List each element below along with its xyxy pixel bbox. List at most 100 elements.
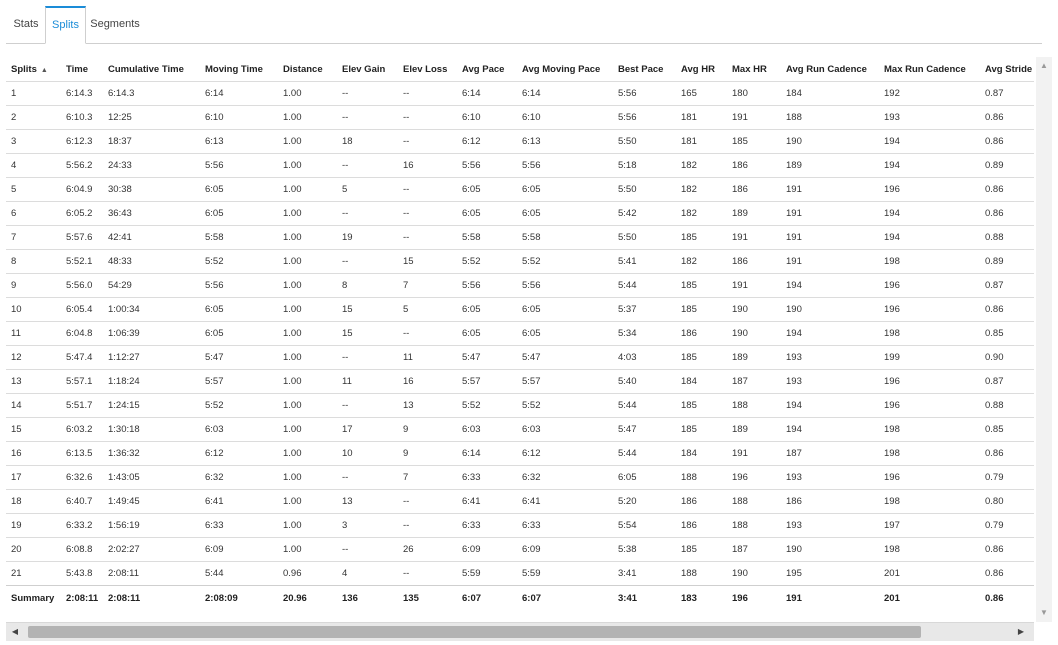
table-cell: 6:33 [457,513,517,538]
table-row[interactable]: 19 6:33.2 1:56:19 6:33 1.00 3 -- 6:33 6:33 5:54 18… [6,513,1034,538]
table-cell: 1.00 [278,441,337,466]
table-cell: 1:12:27 [103,345,200,370]
column-header[interactable]: Distance [278,57,337,82]
table-row[interactable]: 6 6:05.2 36:43 6:05 1.00 -- -- 6:05 6:05 5:42 182 1… [6,201,1034,226]
table-row[interactable]: 7 5:57.6 42:41 5:58 1.00 19 -- 5:58 5:58 5:50 185 1… [6,225,1034,250]
table-row[interactable]: 17 6:32.6 1:43:05 6:32 1.00 -- 7 6:33 6:32 6:05 18… [6,465,1034,490]
table-cell: 1.00 [278,537,337,562]
tab-stats[interactable]: Stats [13,18,39,30]
table-cell: 189 [781,153,879,178]
column-header[interactable]: Time [61,57,103,82]
scroll-left-icon[interactable]: ◀ [11,627,19,636]
horizontal-scrollbar[interactable]: ◀ ▶ [6,622,1034,641]
table-cell: 0.86 [980,561,1034,586]
column-header[interactable]: Cumulative Time [103,57,200,82]
table-row[interactable]: 1 6:14.3 6:14.3 6:14 1.00 -- -- 6:14 6:14 5:56 165… [6,81,1034,106]
column-header[interactable]: Avg Moving Pace [517,57,613,82]
table-cell: 2 [6,105,61,130]
table-row[interactable]: 21 5:43.8 2:08:11 5:44 0.96 4 -- 5:59 5:59 3:41 18… [6,561,1034,586]
column-header[interactable]: Best Pace [613,57,676,82]
horizontal-scroll-thumb[interactable] [28,626,921,638]
column-header[interactable]: Splits ▲ [6,57,61,82]
table-cell: 185 [727,129,781,154]
column-header[interactable]: Avg Pace [457,57,517,82]
table-row[interactable]: 11 6:04.8 1:06:39 6:05 1.00 15 -- 6:05 6:05 5:34 1… [6,321,1034,346]
splits-table: Splits ▲ Time Cumulative Time Moving Time Dis… [6,57,1034,610]
column-header-label: Distance [283,63,323,75]
table-cell: 6 [6,201,61,226]
column-header-label: Splits [11,63,37,75]
column-header[interactable]: Elev Loss [398,57,457,82]
table-cell: 9 [6,273,61,298]
table-cell: 18 [337,129,398,154]
column-header[interactable]: Moving Time [200,57,278,82]
table-cell: 192 [879,81,980,106]
table-cell: 191 [781,201,879,226]
table-cell: 6:33.2 [61,513,103,538]
column-header[interactable]: Max HR [727,57,781,82]
table-cell: 11 [6,321,61,346]
table-cell: 21 [6,561,61,586]
table-row[interactable]: 12 5:47.4 1:12:27 5:47 1.00 -- 11 5:47 5:47 4:03 1… [6,345,1034,370]
tab-segments[interactable]: Segments [90,18,140,30]
table-cell: 0.86 [980,129,1034,154]
table-cell: 7 [6,225,61,250]
column-header-label: Cumulative Time [108,63,184,75]
table-cell: -- [398,321,457,346]
table-cell: 190 [727,297,781,322]
vertical-scrollbar[interactable]: ▲ ▼ [1036,57,1052,622]
table-row[interactable]: 10 6:05.4 1:00:34 6:05 1.00 15 5 6:05 6:05 5:37 18… [6,297,1034,322]
table-row[interactable]: 3 6:12.3 18:37 6:13 1.00 18 -- 6:12 6:13 5:50 181 1… [6,129,1034,154]
table-cell: 5:57.6 [61,225,103,250]
table-cell: 6:05 [457,201,517,226]
column-header[interactable]: Max Run Cadence [879,57,980,82]
table-cell: 185 [676,273,727,298]
scroll-up-icon[interactable]: ▲ [1040,61,1048,70]
table-row[interactable]: 14 5:51.7 1:24:15 5:52 1.00 -- 13 5:52 5:52 5:44 1… [6,393,1034,418]
table-row[interactable]: 2 6:10.3 12:25 6:10 1.00 -- -- 6:10 6:10 5:56 181 1… [6,105,1034,130]
column-header[interactable]: Avg HR [676,57,727,82]
table-cell: 6:33 [200,513,278,538]
table-cell: 1.00 [278,201,337,226]
table-cell: 6:09 [457,537,517,562]
table-cell: 0.90 [980,345,1034,370]
table-cell: 36:43 [103,201,200,226]
table-row[interactable]: 8 5:52.1 48:33 5:52 1.00 -- 15 5:52 5:52 5:41 182 1… [6,249,1034,274]
summary-cell: 201 [879,585,980,610]
table-row[interactable]: 16 6:13.5 1:36:32 6:12 1.00 10 9 6:14 6:12 5:44 18… [6,441,1034,466]
table-row[interactable]: 9 5:56.0 54:29 5:56 1.00 8 7 5:56 5:56 5:44 185 191… [6,273,1034,298]
table-cell: 7 [398,273,457,298]
table-row[interactable]: 5 6:04.9 30:38 6:05 1.00 5 -- 6:05 6:05 5:50 182 18… [6,177,1034,202]
table-cell: 1:43:05 [103,465,200,490]
table-cell: 196 [879,273,980,298]
table-cell: -- [398,105,457,130]
scroll-right-icon[interactable]: ▶ [1017,627,1025,636]
table-cell: 1:30:18 [103,417,200,442]
table-row[interactable]: 15 6:03.2 1:30:18 6:03 1.00 17 9 6:03 6:03 5:47 18… [6,417,1034,442]
table-row[interactable]: 20 6:08.8 2:02:27 6:09 1.00 -- 26 6:09 6:09 5:38 1… [6,537,1034,562]
table-cell: 5:47 [200,345,278,370]
table-row[interactable]: 4 5:56.2 24:33 5:56 1.00 -- 16 5:56 5:56 5:18 182 1… [6,153,1034,178]
scroll-down-icon[interactable]: ▼ [1040,608,1048,617]
table-cell: 5:57 [457,369,517,394]
table-cell: 5:38 [613,537,676,562]
table-cell: 5:56 [613,81,676,106]
column-header[interactable]: Avg Stride [980,57,1034,82]
column-header[interactable]: Elev Gain [337,57,398,82]
table-cell: 6:05 [517,321,613,346]
table-cell: 196 [879,177,980,202]
tab-splits[interactable]: Splits [45,6,86,44]
table-cell: 6:04.9 [61,177,103,202]
table-cell: 4:03 [613,345,676,370]
table-cell: 186 [676,489,727,514]
summary-cell: 183 [676,585,727,610]
column-header-label: Avg Moving Pace [522,63,601,75]
table-cell: 186 [727,153,781,178]
table-cell: 198 [879,537,980,562]
table-cell: 5:51.7 [61,393,103,418]
table-row[interactable]: 18 6:40.7 1:49:45 6:41 1.00 13 -- 6:41 6:41 5:20 1… [6,489,1034,514]
table-cell: 193 [781,369,879,394]
column-header[interactable]: Avg Run Cadence [781,57,879,82]
summary-cell: 6:07 [457,585,517,610]
table-row[interactable]: 13 5:57.1 1:18:24 5:57 1.00 11 16 5:57 5:57 5:40 1… [6,369,1034,394]
